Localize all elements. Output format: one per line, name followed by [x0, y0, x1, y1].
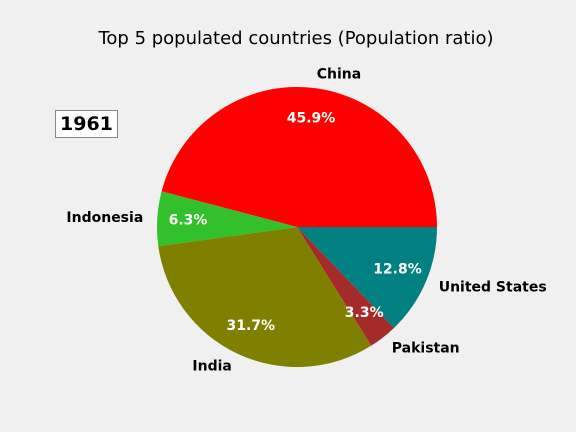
slice-percent-label: 3.3%	[345, 305, 384, 321]
slice-name-label: United States	[439, 279, 547, 295]
pie-slice-pakistan	[297, 227, 395, 346]
slice-name-label: Pakistan	[392, 340, 460, 356]
slice-percent-label: 45.9%	[287, 111, 336, 127]
slice-percent-label: 12.8%	[373, 262, 422, 278]
year-badge: 1961	[55, 110, 118, 138]
slice-name-label: China	[317, 66, 361, 82]
pie-slice-united-states	[297, 227, 437, 328]
pie-slice-india	[158, 227, 372, 368]
pie-slice-china	[161, 87, 437, 227]
slice-name-label: Indonesia	[66, 210, 143, 226]
chart-title: Top 5 populated countries (Population ra…	[98, 28, 494, 49]
slice-percent-label: 31.7%	[227, 318, 276, 334]
slice-name-label: India	[192, 359, 231, 375]
pie-slice-indonesia	[157, 191, 297, 247]
slice-percent-label: 6.3%	[169, 212, 208, 228]
